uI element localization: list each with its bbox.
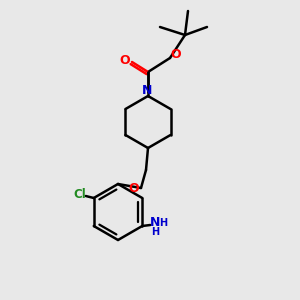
Text: Cl: Cl: [74, 188, 86, 202]
Text: O: O: [129, 182, 139, 196]
Text: O: O: [171, 49, 181, 62]
Text: N: N: [142, 85, 152, 98]
Text: N: N: [150, 217, 160, 230]
Text: H: H: [151, 227, 159, 237]
Text: H: H: [159, 218, 167, 228]
Text: O: O: [120, 53, 130, 67]
